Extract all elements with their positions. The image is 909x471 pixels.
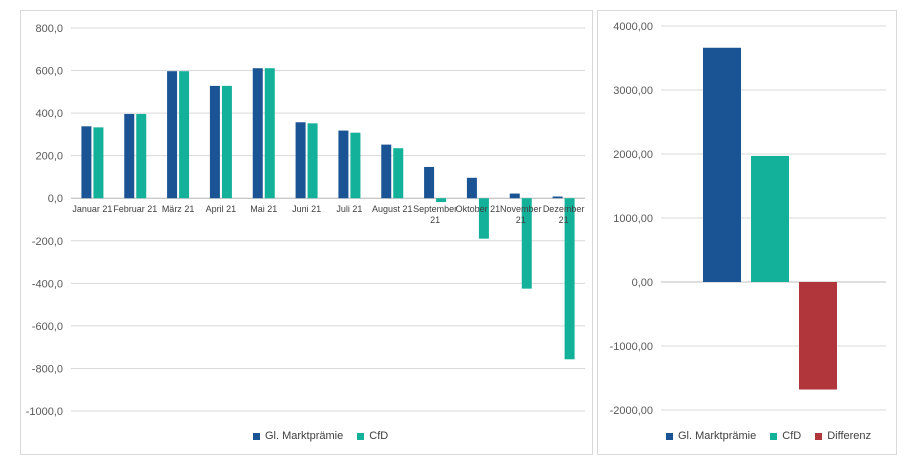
y-tick-label: 0,00 xyxy=(632,277,653,289)
y-tick-label: 200,0 xyxy=(35,151,63,163)
y-tick-label: -1000,00 xyxy=(610,341,653,353)
y-tick-label: 3000,00 xyxy=(613,85,653,97)
x-tick-label: 21 xyxy=(559,215,569,225)
x-tick-label: April 21 xyxy=(206,204,237,214)
bar xyxy=(381,144,392,199)
x-tick-label: November xyxy=(500,204,542,214)
y-tick-label: -800,0 xyxy=(32,363,63,375)
y-tick-label: 600,0 xyxy=(35,66,63,78)
bar xyxy=(521,198,532,289)
y-tick-label: -2000,00 xyxy=(610,405,653,417)
y-tick-label: 0,0 xyxy=(48,193,63,205)
y-tick-label: 4000,00 xyxy=(613,21,653,33)
monthly-bar-chart: 800,0 600,0 400,0 200,0 0,0 -200,0 -400,0 -600,… xyxy=(26,23,585,418)
bar xyxy=(124,113,135,199)
monthly-chart-panel: 800,0 600,0 400,0 200,0 0,0 -200,0 -400,0 -600,… xyxy=(20,10,593,455)
bar xyxy=(703,47,741,283)
legend-swatch xyxy=(357,432,365,440)
bar xyxy=(252,68,263,199)
bar xyxy=(799,282,837,390)
x-tick-label: März 21 xyxy=(162,204,195,214)
bar xyxy=(393,148,404,199)
bar xyxy=(564,198,575,360)
total-chart-panel: 4000,00 3000,00 2000,00 1000,00 0,00 -1000,00… xyxy=(597,10,897,455)
x-tick-label: Januar 21 xyxy=(72,204,112,214)
y-tick-label: -400,0 xyxy=(32,278,63,290)
bar xyxy=(264,68,275,199)
bar xyxy=(350,132,361,199)
bar xyxy=(167,71,178,199)
legend-label: Differenz xyxy=(827,430,872,442)
x-tick-label: Juli 21 xyxy=(336,204,362,214)
x-tick-label: 21 xyxy=(430,215,440,225)
y-tick-label: 800,0 xyxy=(35,23,63,35)
y-tick-label: -600,0 xyxy=(32,321,63,333)
bar xyxy=(93,127,104,199)
y-tick-label: -200,0 xyxy=(32,236,63,248)
legend-label: CfD xyxy=(369,430,389,442)
bar xyxy=(424,166,435,199)
bar xyxy=(307,123,318,199)
bar xyxy=(338,130,349,199)
legend-swatch xyxy=(815,432,823,440)
x-tick-label: Februar 21 xyxy=(113,204,157,214)
legend-item: CfD xyxy=(770,430,801,442)
bar xyxy=(751,155,789,282)
x-tick-label: Juni 21 xyxy=(292,204,321,214)
bar xyxy=(295,122,306,199)
bar xyxy=(221,85,232,199)
bar xyxy=(509,193,520,199)
y-tick-label: -1000,0 xyxy=(26,406,63,418)
legend-swatch xyxy=(770,432,778,440)
x-tick-label: September xyxy=(413,204,457,214)
legend-label: Gl. Marktprämie xyxy=(265,430,344,442)
bar xyxy=(552,196,563,199)
bar xyxy=(209,85,220,199)
bar xyxy=(136,113,147,199)
y-tick-label: 400,0 xyxy=(35,108,63,120)
x-tick-label: Dezember xyxy=(543,204,585,214)
bar xyxy=(179,71,190,199)
x-tick-label: 21 xyxy=(516,215,526,225)
x-tick-label: August 21 xyxy=(372,204,413,214)
legend-item: CfD xyxy=(357,430,388,442)
bar xyxy=(81,126,92,199)
monthly-chart-legend: Gl. Marktprämie CfD xyxy=(253,430,388,442)
legend-swatch xyxy=(253,432,260,440)
legend-label: Gl. Marktprämie xyxy=(678,430,757,442)
x-tick-label: Oktober 21 xyxy=(456,204,501,214)
bar xyxy=(466,177,477,199)
bar xyxy=(478,198,489,239)
y-tick-label: 2000,00 xyxy=(613,149,653,161)
legend-swatch xyxy=(666,432,673,440)
legend-label: CfD xyxy=(782,430,802,442)
total-bar-chart: 4000,00 3000,00 2000,00 1000,00 0,00 -1000,00… xyxy=(610,21,886,417)
legend-item: Gl. Marktprämie xyxy=(666,430,756,442)
bar xyxy=(436,198,447,203)
total-chart-legend: Gl. Marktprämie CfD Differenz xyxy=(666,430,871,442)
x-tick-label: Mai 21 xyxy=(250,204,277,214)
legend-item: Gl. Marktprämie xyxy=(253,430,343,442)
legend-item: Differenz xyxy=(815,430,871,442)
y-tick-label: 1000,00 xyxy=(613,213,653,225)
